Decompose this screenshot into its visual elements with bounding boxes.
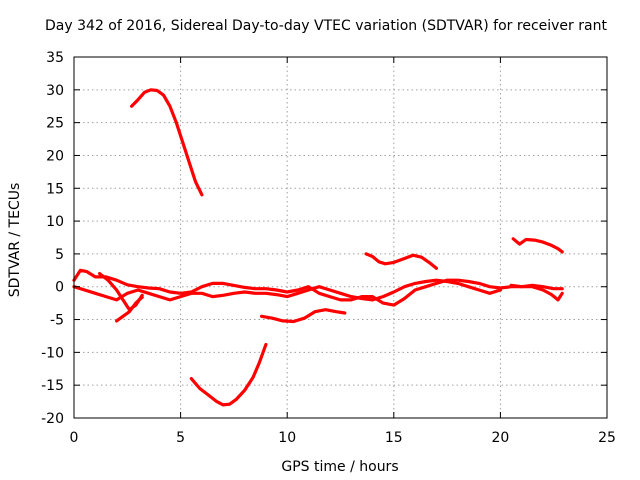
y-tick-label: -20	[41, 411, 64, 427]
y-tick-label: 30	[46, 83, 64, 99]
y-tick-label: 10	[46, 214, 64, 230]
y-tick-label: -15	[41, 378, 64, 394]
y-tick-label: 5	[55, 247, 64, 263]
x-tick-label: 10	[278, 430, 296, 446]
y-tick-label: 15	[46, 181, 64, 197]
y-tick-label: 35	[46, 50, 64, 66]
axis-ticks: 0 5 10 15 20 25 -20 -15 -10 -5 0 5 10 15 20 25 30 35	[41, 50, 616, 446]
chart-title: Day 342 of 2016, Sidereal Day-to-day VTE…	[45, 18, 607, 34]
series-arc-1	[130, 88, 204, 197]
x-tick-label: 25	[598, 430, 616, 446]
series-arc-9	[511, 237, 564, 254]
data-series-layer	[72, 88, 564, 407]
series-arc-7	[260, 308, 347, 324]
plot-frame	[73, 56, 608, 419]
x-tick-label: 5	[176, 430, 185, 446]
y-tick-label: -5	[50, 313, 64, 329]
series-arc-6	[115, 295, 144, 323]
series-arc-4	[72, 278, 502, 302]
y-tick-label: 20	[46, 148, 64, 164]
x-axis-label: GPS time / hours	[281, 459, 398, 475]
y-tick-label: 0	[55, 280, 64, 296]
y-tick-label: 25	[46, 116, 64, 132]
y-axis-label: SDTVAR / TECUs	[7, 183, 23, 298]
x-tick-label: 20	[491, 430, 509, 446]
x-tick-label: 15	[385, 430, 403, 446]
x-tick-label: 0	[70, 430, 79, 446]
series-arc-2	[189, 342, 268, 407]
series-arc-8	[364, 252, 438, 270]
series-arc-10	[509, 283, 564, 302]
y-tick-label: -10	[41, 345, 64, 361]
grid	[74, 57, 607, 418]
